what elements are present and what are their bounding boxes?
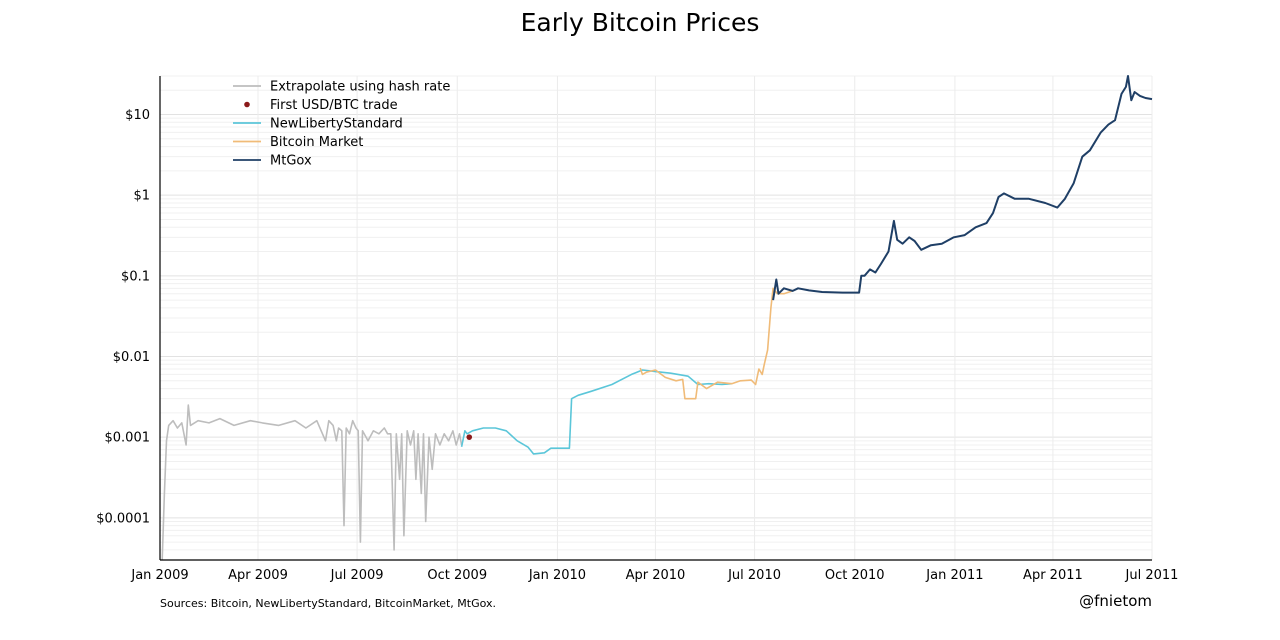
series-line-newlibertystandard <box>460 369 732 455</box>
legend-label-newlibertystandard: NewLibertyStandard <box>270 117 403 132</box>
author-credit: @fnietom <box>1079 592 1152 610</box>
x-tick-label: Jul 2011 <box>1125 568 1179 583</box>
y-tick-label: $0.001 <box>105 431 151 446</box>
x-tick-label: Jan 2011 <box>925 568 983 583</box>
chart-title: Early Bitcoin Prices <box>520 8 760 37</box>
legend-marker-first-usd-btc-trade <box>244 101 250 108</box>
x-tick-label: Jan 2010 <box>528 568 586 583</box>
legend-label-bitcoin-market: Bitcoin Market <box>270 135 363 150</box>
y-tick-label: $1 <box>133 189 150 204</box>
x-tick-label: Apr 2009 <box>228 568 288 583</box>
x-tick-label: Jul 2009 <box>330 568 384 583</box>
grid-lines <box>159 75 1153 561</box>
axes <box>159 76 1152 561</box>
x-tick-label: Jan 2009 <box>130 568 188 583</box>
series-point-first-usd-btc-trade <box>466 434 473 440</box>
y-tick-label: $0.0001 <box>96 511 150 526</box>
x-tick-label: Oct 2010 <box>825 568 885 583</box>
y-tick-label: $0.1 <box>121 269 150 284</box>
tick-labels: $0.0001 $0.001 $0.01 $0.1 $1 $10 Jan 2009 Apr 2… <box>96 108 1178 583</box>
legend: Extrapolate using hash rate First USD/BTC… <box>233 80 450 169</box>
x-tick-label: Oct 2009 <box>427 568 487 583</box>
sources-note: Sources: Bitcoin, NewLibertyStandard, Bi… <box>160 597 496 610</box>
series-line-mtgox <box>772 75 1153 301</box>
x-tick-label: Apr 2011 <box>1023 568 1083 583</box>
legend-label-mtgox: MtGox <box>270 154 312 169</box>
series-line-bitcoin-market <box>639 287 793 400</box>
series-lines <box>161 75 1153 561</box>
series-line-extrapolate-using-hash-rate <box>161 404 463 561</box>
x-tick-label: Jul 2010 <box>727 568 781 583</box>
legend-label-extrapolate-using-hash-rate: Extrapolate using hash rate <box>270 80 450 95</box>
legend-label-first-usd-btc-trade: First USD/BTC trade <box>270 98 398 113</box>
x-tick-label: Apr 2010 <box>626 568 686 583</box>
y-tick-label: $0.01 <box>113 350 150 365</box>
y-tick-label: $10 <box>125 108 150 123</box>
